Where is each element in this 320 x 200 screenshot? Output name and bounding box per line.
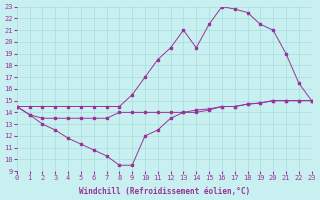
X-axis label: Windchill (Refroidissement éolien,°C): Windchill (Refroidissement éolien,°C) — [79, 187, 250, 196]
